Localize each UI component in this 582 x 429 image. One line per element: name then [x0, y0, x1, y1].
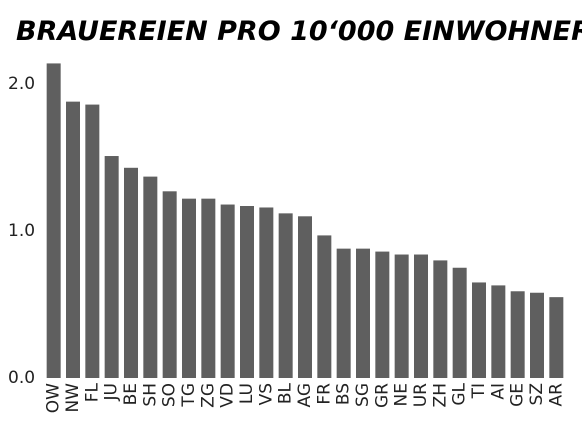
bar: [375, 251, 390, 378]
bar: [394, 254, 409, 378]
x-tick-label: OW: [44, 383, 64, 413]
x-tick-label: VD: [218, 383, 238, 408]
x-tick-label: UR: [411, 383, 431, 407]
x-tick-label: GL: [450, 382, 470, 405]
bar: [259, 207, 274, 378]
x-tick-label: GE: [508, 383, 528, 407]
x-tick-label: LU: [237, 383, 257, 404]
x-tick-label: ZH: [430, 383, 450, 407]
y-tick-label: 0.0: [8, 368, 35, 388]
bar: [472, 282, 486, 378]
x-tick-label: ZG: [198, 383, 218, 408]
x-tick-label: FR: [314, 383, 334, 405]
bar: [143, 176, 158, 378]
bar: [510, 291, 525, 378]
bar: [336, 248, 351, 378]
x-tick-label: BL: [276, 382, 296, 404]
x-tick-label: AI: [488, 383, 508, 400]
bar: [433, 260, 448, 378]
bar: [317, 235, 332, 378]
bar: [491, 285, 506, 378]
x-tick-label: BS: [334, 383, 354, 405]
x-tick-label: GR: [372, 383, 392, 408]
y-tick-label: 2.0: [8, 74, 35, 94]
x-tick-label: NW: [63, 383, 83, 413]
bar: [104, 156, 119, 378]
bar: [162, 191, 177, 378]
bar: [530, 292, 544, 378]
bar: [414, 254, 428, 378]
bar: [452, 267, 467, 378]
bar: [298, 216, 312, 378]
x-tick-label: SG: [353, 383, 373, 407]
bar: [549, 297, 564, 378]
x-tick-label: VS: [256, 383, 276, 405]
x-tick-label: NE: [392, 383, 412, 406]
x-tick-label: BE: [121, 383, 141, 405]
x-tick-label: FL: [82, 382, 102, 402]
x-tick-label: TG: [179, 383, 199, 408]
y-tick-label: 1.0: [8, 221, 35, 241]
x-tick-label: AG: [295, 383, 315, 408]
bar: [201, 198, 216, 378]
bar: [182, 198, 196, 378]
bar: [220, 204, 235, 378]
bar: [85, 104, 100, 378]
bar: [240, 206, 254, 378]
x-tick-label: JU: [102, 383, 122, 401]
bar: [356, 248, 370, 378]
bar: [278, 213, 293, 378]
chart-title: BRAUEREIEN PRO 10‘000 EINWOHNER: [16, 16, 582, 47]
x-tick-label: TI: [469, 383, 489, 399]
x-tick-label: AR: [546, 383, 566, 407]
bar: [66, 101, 80, 378]
bar: [124, 167, 138, 378]
x-tick-label: SH: [140, 383, 160, 407]
x-tick-label: SO: [160, 383, 180, 407]
bar: [46, 63, 61, 379]
x-tick-label: SZ: [527, 383, 547, 405]
